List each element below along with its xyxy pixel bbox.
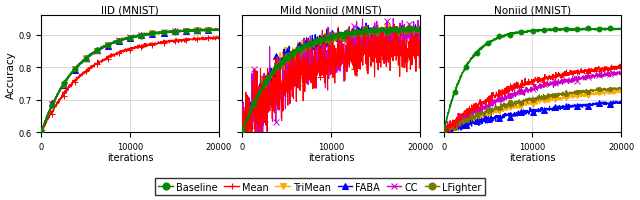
X-axis label: iterations: iterations <box>509 153 556 162</box>
Title: IID (MNIST): IID (MNIST) <box>101 6 159 15</box>
X-axis label: iterations: iterations <box>107 153 154 162</box>
Title: Mild Noniid (MNIST): Mild Noniid (MNIST) <box>280 6 382 15</box>
Title: Noniid (MNIST): Noniid (MNIST) <box>494 6 571 15</box>
X-axis label: iterations: iterations <box>308 153 355 162</box>
Legend: Baseline, Mean, TriMean, FABA, CC, LFighter: Baseline, Mean, TriMean, FABA, CC, LFigh… <box>155 178 485 195</box>
Y-axis label: Accuracy: Accuracy <box>6 51 15 98</box>
